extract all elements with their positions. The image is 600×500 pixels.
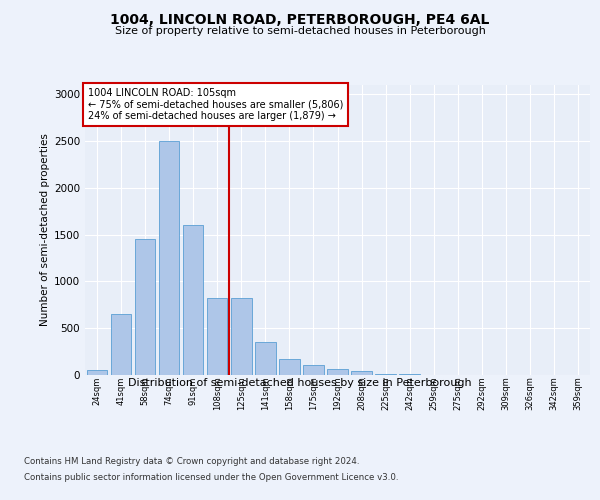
Text: Distribution of semi-detached houses by size in Peterborough: Distribution of semi-detached houses by … (128, 378, 472, 388)
Bar (183, 226, 203, 375)
Bar (207, 298, 227, 375)
Text: 1004, LINCOLN ROAD, PETERBOROUGH, PE4 6AL: 1004, LINCOLN ROAD, PETERBOROUGH, PE4 6A… (110, 12, 490, 26)
Bar (327, 369, 348, 375)
Bar (111, 314, 131, 375)
Bar (255, 342, 275, 375)
Bar (400, 374, 420, 375)
Bar (279, 359, 299, 375)
Bar (352, 372, 372, 375)
Text: Size of property relative to semi-detached houses in Peterborough: Size of property relative to semi-detach… (115, 26, 485, 36)
Bar (87, 370, 107, 375)
Bar (303, 364, 323, 375)
Bar (231, 298, 251, 375)
Bar (135, 240, 155, 375)
Text: Contains public sector information licensed under the Open Government Licence v3: Contains public sector information licen… (24, 472, 398, 482)
Text: 1004 LINCOLN ROAD: 105sqm
← 75% of semi-detached houses are smaller (5,806)
24% : 1004 LINCOLN ROAD: 105sqm ← 75% of semi-… (88, 88, 343, 121)
Text: Contains HM Land Registry data © Crown copyright and database right 2024.: Contains HM Land Registry data © Crown c… (24, 458, 359, 466)
Bar (159, 141, 179, 375)
Y-axis label: Number of semi-detached properties: Number of semi-detached properties (40, 134, 50, 326)
Bar (376, 374, 396, 375)
